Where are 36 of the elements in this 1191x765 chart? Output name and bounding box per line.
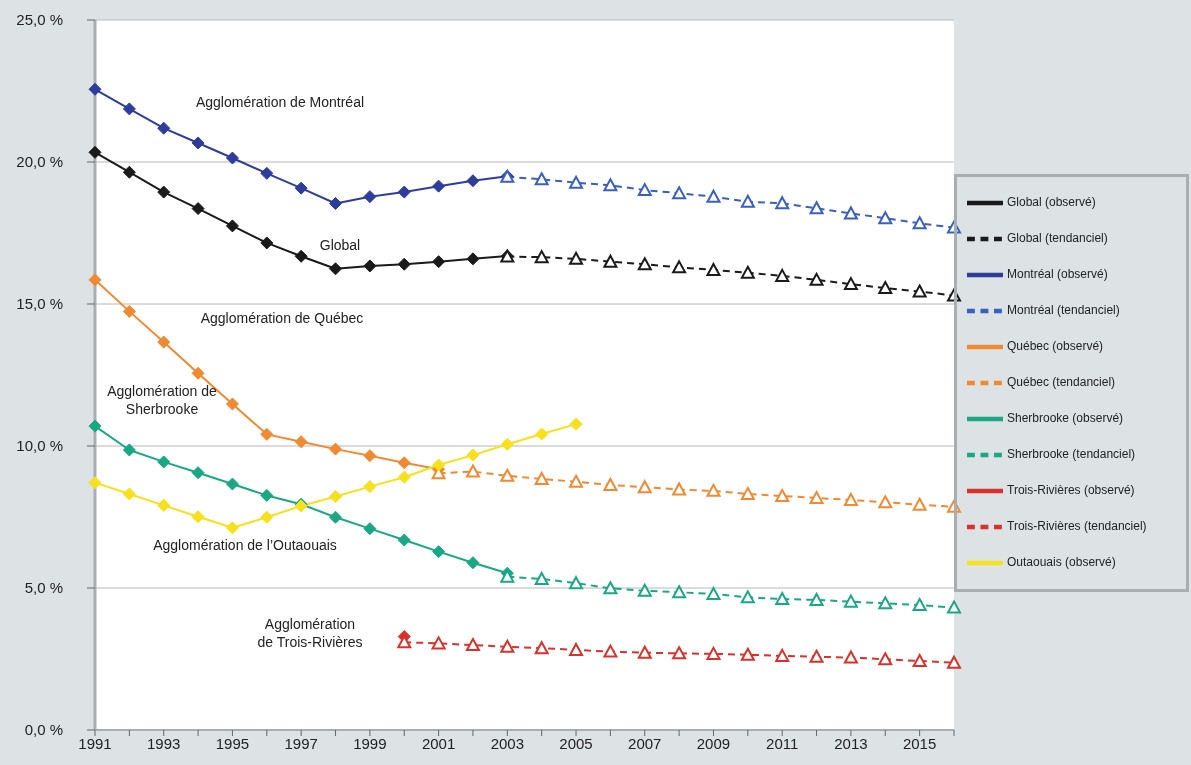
x-tick-label: 2015 — [902, 734, 937, 752]
legend-label: Trois-Rivières (tendanciel) — [1007, 518, 1147, 533]
x-tick-label: 2003 — [490, 734, 525, 752]
x-tick-label: 1995 — [215, 734, 250, 752]
x-tick-label: 1999 — [353, 734, 387, 752]
x-tick-label: 2001 — [421, 734, 456, 752]
legend-label: Global (tendanciel) — [1007, 230, 1108, 245]
x-tick-label: 2013 — [834, 734, 868, 752]
x-tick-label: 1993 — [147, 734, 181, 752]
x-tick-label: 2011 — [766, 734, 799, 752]
legend-label: Trois-Rivières (observé) — [1007, 482, 1135, 497]
y-tick-label: 5,0 % — [24, 579, 63, 597]
legend-label: Outaouais (observé) — [1007, 554, 1116, 569]
y-tick-label: 15,0 % — [16, 295, 63, 313]
y-tick-label: 25,0 % — [16, 11, 63, 29]
annotation: Agglomération de Montréal — [195, 93, 365, 111]
y-tick-label: 0,0 % — [24, 721, 63, 739]
annotation: Agglomération de Québec — [200, 309, 364, 327]
x-tick-label: 2009 — [696, 734, 731, 752]
legend-label: Québec (tendanciel) — [1007, 374, 1116, 389]
y-tick-label: 20,0 % — [16, 153, 63, 171]
x-tick-label: 2005 — [559, 734, 593, 752]
x-tick-label: 1991 — [78, 734, 112, 752]
x-tick-label: 2007 — [628, 734, 662, 752]
legend-label: Québec (observé) — [1007, 338, 1104, 353]
legend-label: Sherbrooke (observé) — [1007, 410, 1124, 425]
legend-label: Sherbrooke (tendanciel) — [1007, 446, 1136, 461]
x-tick-label: 1997 — [284, 734, 318, 752]
legend-label: Montréal (observé) — [1007, 266, 1108, 281]
annotation: Agglomération de l’Outaouais — [153, 536, 337, 554]
legend-label: Global (observé) — [1007, 194, 1096, 209]
annotation: Global — [319, 236, 361, 254]
y-tick-label: 10,0 % — [16, 437, 63, 455]
annotation: Agglomération de Sherbrooke — [107, 382, 217, 418]
legend-label: Montréal (tendanciel) — [1007, 302, 1120, 317]
annotation: Agglomération de Trois-Rivières — [257, 615, 363, 651]
